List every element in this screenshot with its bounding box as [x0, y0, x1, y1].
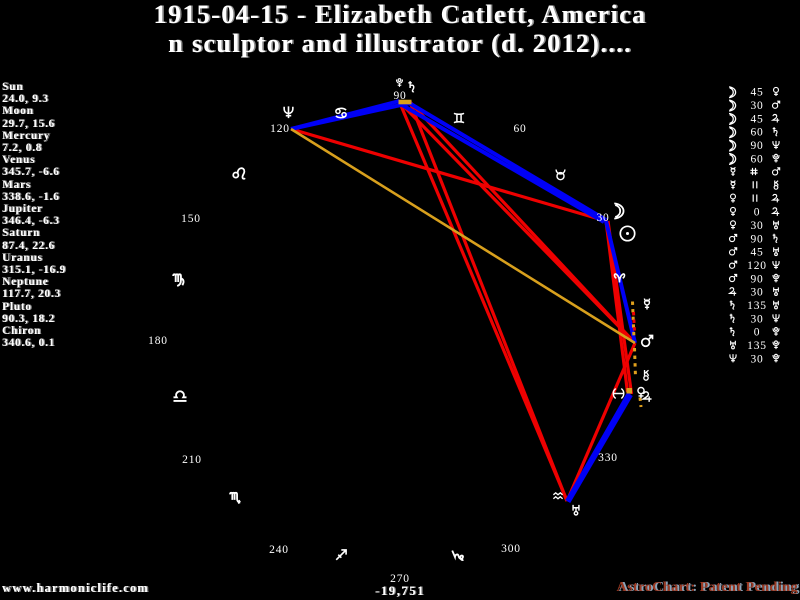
- svg-text:330: 330: [598, 452, 618, 464]
- svg-text:180: 180: [148, 335, 168, 347]
- svg-text:210: 210: [182, 454, 202, 466]
- svg-text:60: 60: [750, 127, 763, 139]
- svg-text:60: 60: [750, 153, 763, 165]
- svg-text:45: 45: [750, 113, 763, 125]
- svg-text:90: 90: [750, 233, 763, 245]
- svg-text:270: 270: [390, 573, 410, 585]
- svg-text:30: 30: [596, 212, 609, 224]
- svg-text:0: 0: [754, 327, 761, 339]
- svg-text:135: 135: [747, 300, 767, 312]
- svg-text:45: 45: [750, 247, 763, 259]
- svg-text:135: 135: [747, 340, 767, 352]
- svg-text:30: 30: [750, 353, 763, 365]
- svg-text:120: 120: [270, 123, 290, 135]
- svg-text:30: 30: [750, 313, 763, 325]
- svg-text:120: 120: [747, 260, 767, 272]
- svg-text:30: 30: [750, 220, 763, 232]
- svg-text:45: 45: [750, 87, 763, 99]
- svg-text:150: 150: [181, 213, 201, 225]
- svg-text:60: 60: [513, 123, 526, 135]
- svg-text:240: 240: [269, 544, 289, 556]
- svg-text:30: 30: [750, 287, 763, 299]
- svg-text:90: 90: [750, 273, 763, 285]
- svg-text:300: 300: [501, 543, 521, 555]
- svg-text:30: 30: [750, 100, 763, 112]
- svg-text:0: 0: [754, 207, 761, 219]
- svg-text:90: 90: [750, 140, 763, 152]
- svg-text:90: 90: [393, 90, 406, 102]
